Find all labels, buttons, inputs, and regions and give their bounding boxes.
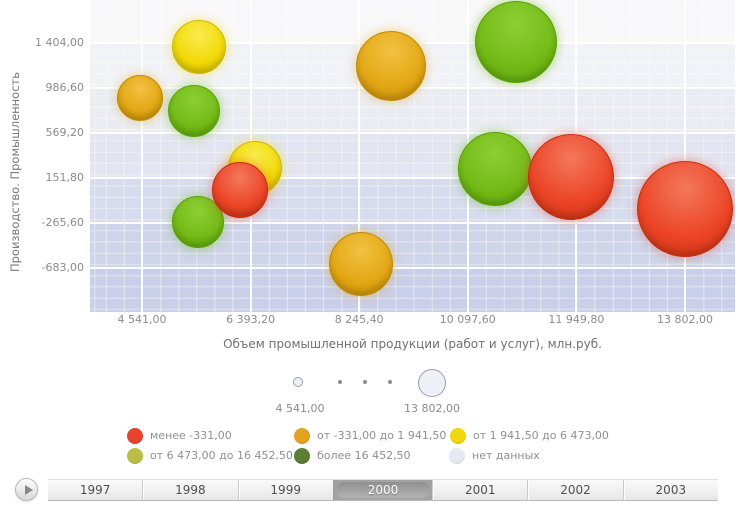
year-button-2002[interactable]: 2002 [527, 480, 622, 500]
gridline-vertical [358, 0, 361, 312]
legend-swatch-icon [294, 427, 310, 444]
y-tick-label: 986,60 [45, 81, 85, 94]
year-button-2000[interactable]: 2000 [332, 480, 433, 500]
gridline-vertical [684, 0, 686, 312]
legend-label: нет данных [472, 449, 540, 462]
legend-item: нет данных [449, 447, 540, 464]
size-legend-max-circle [418, 369, 446, 397]
legend-item: от 1 941,50 до 6 473,00 [450, 427, 609, 444]
legend-swatch-icon [450, 427, 466, 444]
legend-item: менее -331,00 [127, 427, 232, 444]
y-tick-label: -683,00 [41, 261, 84, 274]
size-legend-min-label: 4 541,00 [275, 402, 325, 415]
bubble[interactable] [329, 232, 394, 296]
bubble[interactable] [171, 19, 226, 74]
plot-area [90, 0, 735, 312]
x-tick-label: 10 097,60 [439, 313, 496, 326]
y-tick-label: -265,60 [41, 216, 84, 229]
size-legend-dot [388, 380, 392, 384]
play-button[interactable] [15, 478, 38, 501]
legend-label: от 1 941,50 до 6 473,00 [473, 429, 609, 442]
gridline-vertical [141, 0, 143, 312]
gridline-horizontal [90, 132, 735, 134]
bubble[interactable] [475, 1, 558, 84]
legend-swatch-icon [127, 427, 143, 444]
gridline-horizontal [90, 222, 735, 224]
y-tick-label: 151,80 [45, 171, 85, 184]
bubble[interactable] [458, 132, 533, 207]
x-tick-label: 13 802,00 [657, 313, 713, 326]
size-legend-dot [338, 380, 342, 384]
legend-label: более 16 452,50 [317, 449, 411, 462]
legend-swatch-icon [449, 447, 465, 464]
x-tick-label: 6 393,20 [226, 313, 276, 326]
bubble[interactable] [528, 134, 615, 220]
size-legend-min-circle [293, 377, 303, 387]
year-bar: 1997 1998 1999 2000 2001 2002 2003 [48, 479, 718, 501]
size-legend-max-label: 13 802,00 [404, 402, 460, 415]
x-axis-title: Объем промышленной продукции (работ и ус… [223, 337, 602, 351]
legend-item: от -331,00 до 1 941,50 [294, 427, 446, 444]
year-button-1997[interactable]: 1997 [79, 483, 111, 497]
selected-year-pill: 2000 [335, 482, 431, 498]
legend-label: менее -331,00 [150, 429, 232, 442]
year-button-1998[interactable]: 1998 [142, 480, 237, 500]
gridline-horizontal [90, 267, 735, 269]
size-legend-dot [363, 380, 367, 384]
bubble[interactable] [212, 162, 269, 219]
bubble[interactable] [637, 161, 734, 258]
year-button-2003[interactable]: 2003 [622, 480, 718, 500]
year-button-2001[interactable]: 2001 [432, 480, 527, 500]
x-tick-label: 11 949,80 [548, 313, 605, 326]
y-tick-label: 1 404,00 [35, 36, 84, 49]
year-button-1999[interactable]: 1999 [237, 480, 333, 500]
bubble[interactable] [117, 74, 163, 121]
x-tick-label: 4 541,00 [117, 313, 167, 326]
legend-item: от 6 473,00 до 16 452,50 [127, 447, 293, 464]
gridline-horizontal [90, 177, 735, 179]
bubble[interactable] [356, 30, 427, 101]
y-tick-label: 569,20 [45, 126, 85, 139]
legend-label: от -331,00 до 1 941,50 [317, 429, 447, 442]
bubble[interactable] [168, 85, 220, 138]
x-tick-label: 8 245,40 [334, 313, 384, 326]
legend-label: от 6 473,00 до 16 452,50 [150, 449, 293, 462]
legend-swatch-icon [127, 447, 143, 464]
play-icon [25, 485, 33, 495]
legend-swatch-icon [294, 447, 310, 464]
legend-item: более 16 452,50 [294, 447, 411, 464]
